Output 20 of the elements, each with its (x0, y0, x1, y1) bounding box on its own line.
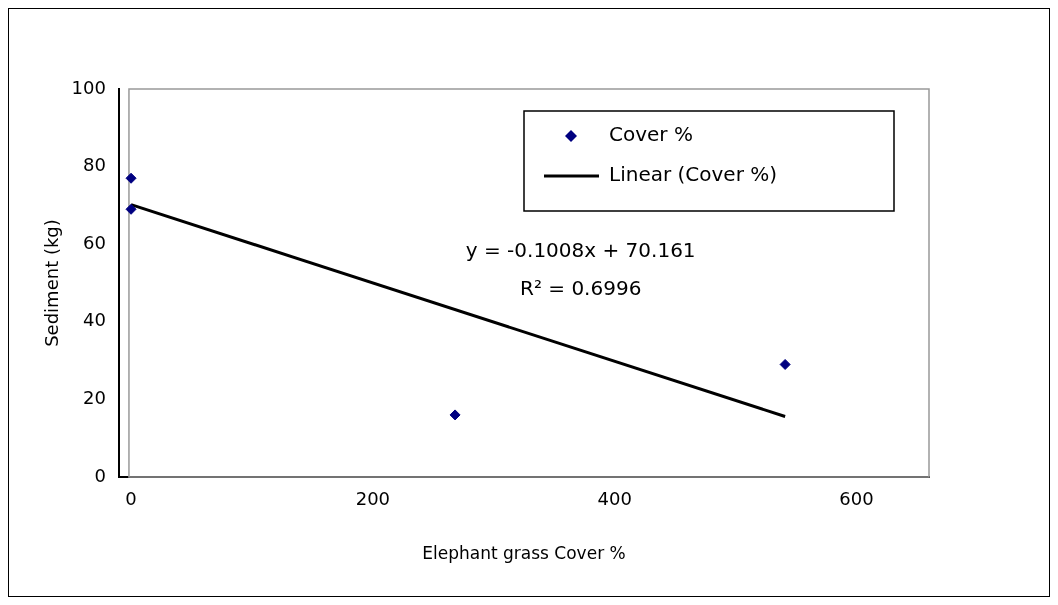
point (779, 358, 791, 370)
point (125, 172, 137, 184)
y-tick-label: 0 (94, 464, 106, 486)
annotation: R² = 0.6996 (519, 276, 642, 301)
legend-label: Linear (Cover %) (609, 162, 778, 187)
point (449, 409, 461, 421)
y-tick-label: 40 (83, 309, 106, 331)
x-tick-label: 600 (839, 488, 874, 510)
y-tick-label: 80 (83, 154, 106, 176)
x-tick-label: 400 (597, 488, 632, 510)
y-tick-label: 20 (83, 387, 106, 409)
legend-label: Cover % (609, 122, 693, 147)
annotation: y = -0.1008x + 70.161 (465, 238, 696, 263)
x-tick-label: 200 (355, 488, 391, 510)
y-axis-title: Sediment (kg) (41, 219, 63, 347)
point (125, 203, 137, 215)
x-axis-title: Elephant grass Cover % (422, 543, 626, 564)
y-tick-label: 60 (83, 231, 106, 253)
x-tick-label: 0 (125, 488, 137, 510)
y-tick-label: 100 (71, 76, 106, 98)
